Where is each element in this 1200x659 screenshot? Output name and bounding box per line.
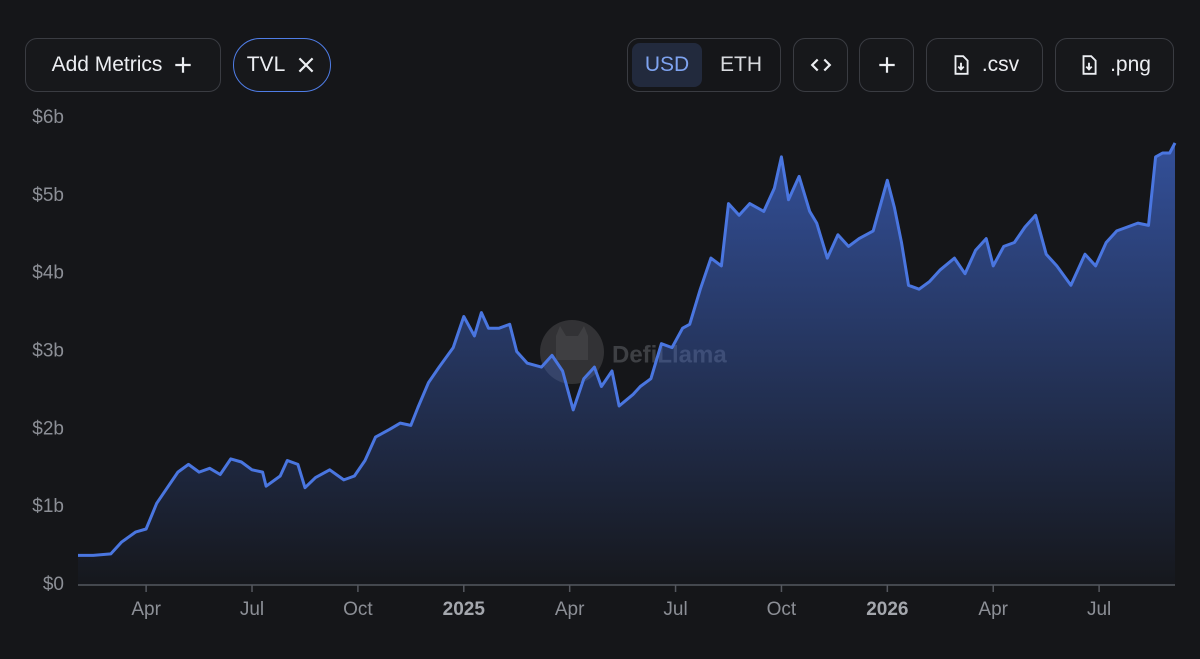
y-tick-label: $5b: [32, 185, 64, 206]
y-tick-label: $4b: [32, 263, 64, 284]
chart: DefiLlama $0$1b$2b$3b$4b$5b$6bAprJulOct2…: [32, 107, 1177, 620]
y-tick-label: $6b: [32, 107, 64, 128]
x-tick-label: Jul: [240, 599, 264, 620]
metric-chip[interactable]: TVL: [233, 38, 331, 92]
x-tick-label: Oct: [767, 599, 797, 620]
tvl-line: [78, 142, 1177, 557]
x-tick-label: 2026: [866, 599, 908, 620]
y-tick-label: $0: [43, 574, 64, 595]
plus-icon: [175, 57, 192, 73]
code-icon: [810, 58, 831, 72]
file-icon: [1082, 55, 1097, 75]
csv-button[interactable]: .csv: [926, 38, 1043, 92]
currency-option[interactable]: ETH: [720, 53, 762, 76]
x-tick-label: Apr: [555, 599, 585, 620]
x-tick-label: Apr: [978, 599, 1008, 620]
embed-button[interactable]: [793, 38, 848, 92]
y-tick-label: $3b: [32, 341, 64, 362]
x-tick-label: Oct: [343, 599, 373, 620]
x-tick-label: 2025: [443, 599, 486, 620]
y-tick-label: $1b: [32, 496, 64, 517]
x-tick-label: Apr: [131, 599, 161, 620]
area-fill: [78, 142, 1175, 585]
add-button[interactable]: [859, 38, 914, 92]
x-tick-label: Jul: [1087, 599, 1111, 620]
y-tick-label: $2b: [32, 418, 64, 439]
chip-label: TVL: [246, 53, 286, 76]
add-metrics-button[interactable]: Add Metrics: [25, 38, 221, 92]
button-label: Add Metrics: [51, 53, 163, 76]
plus-icon: [878, 57, 895, 73]
png-button[interactable]: .png: [1055, 38, 1174, 92]
file-icon: [954, 55, 969, 75]
currency-option[interactable]: USD: [632, 43, 702, 87]
close-icon: [298, 57, 314, 73]
x-tick-label: Jul: [663, 599, 687, 620]
currency-toggle: USD ETH: [627, 38, 781, 92]
button-label: .csv: [981, 53, 1020, 76]
button-label: .png: [1110, 53, 1151, 76]
